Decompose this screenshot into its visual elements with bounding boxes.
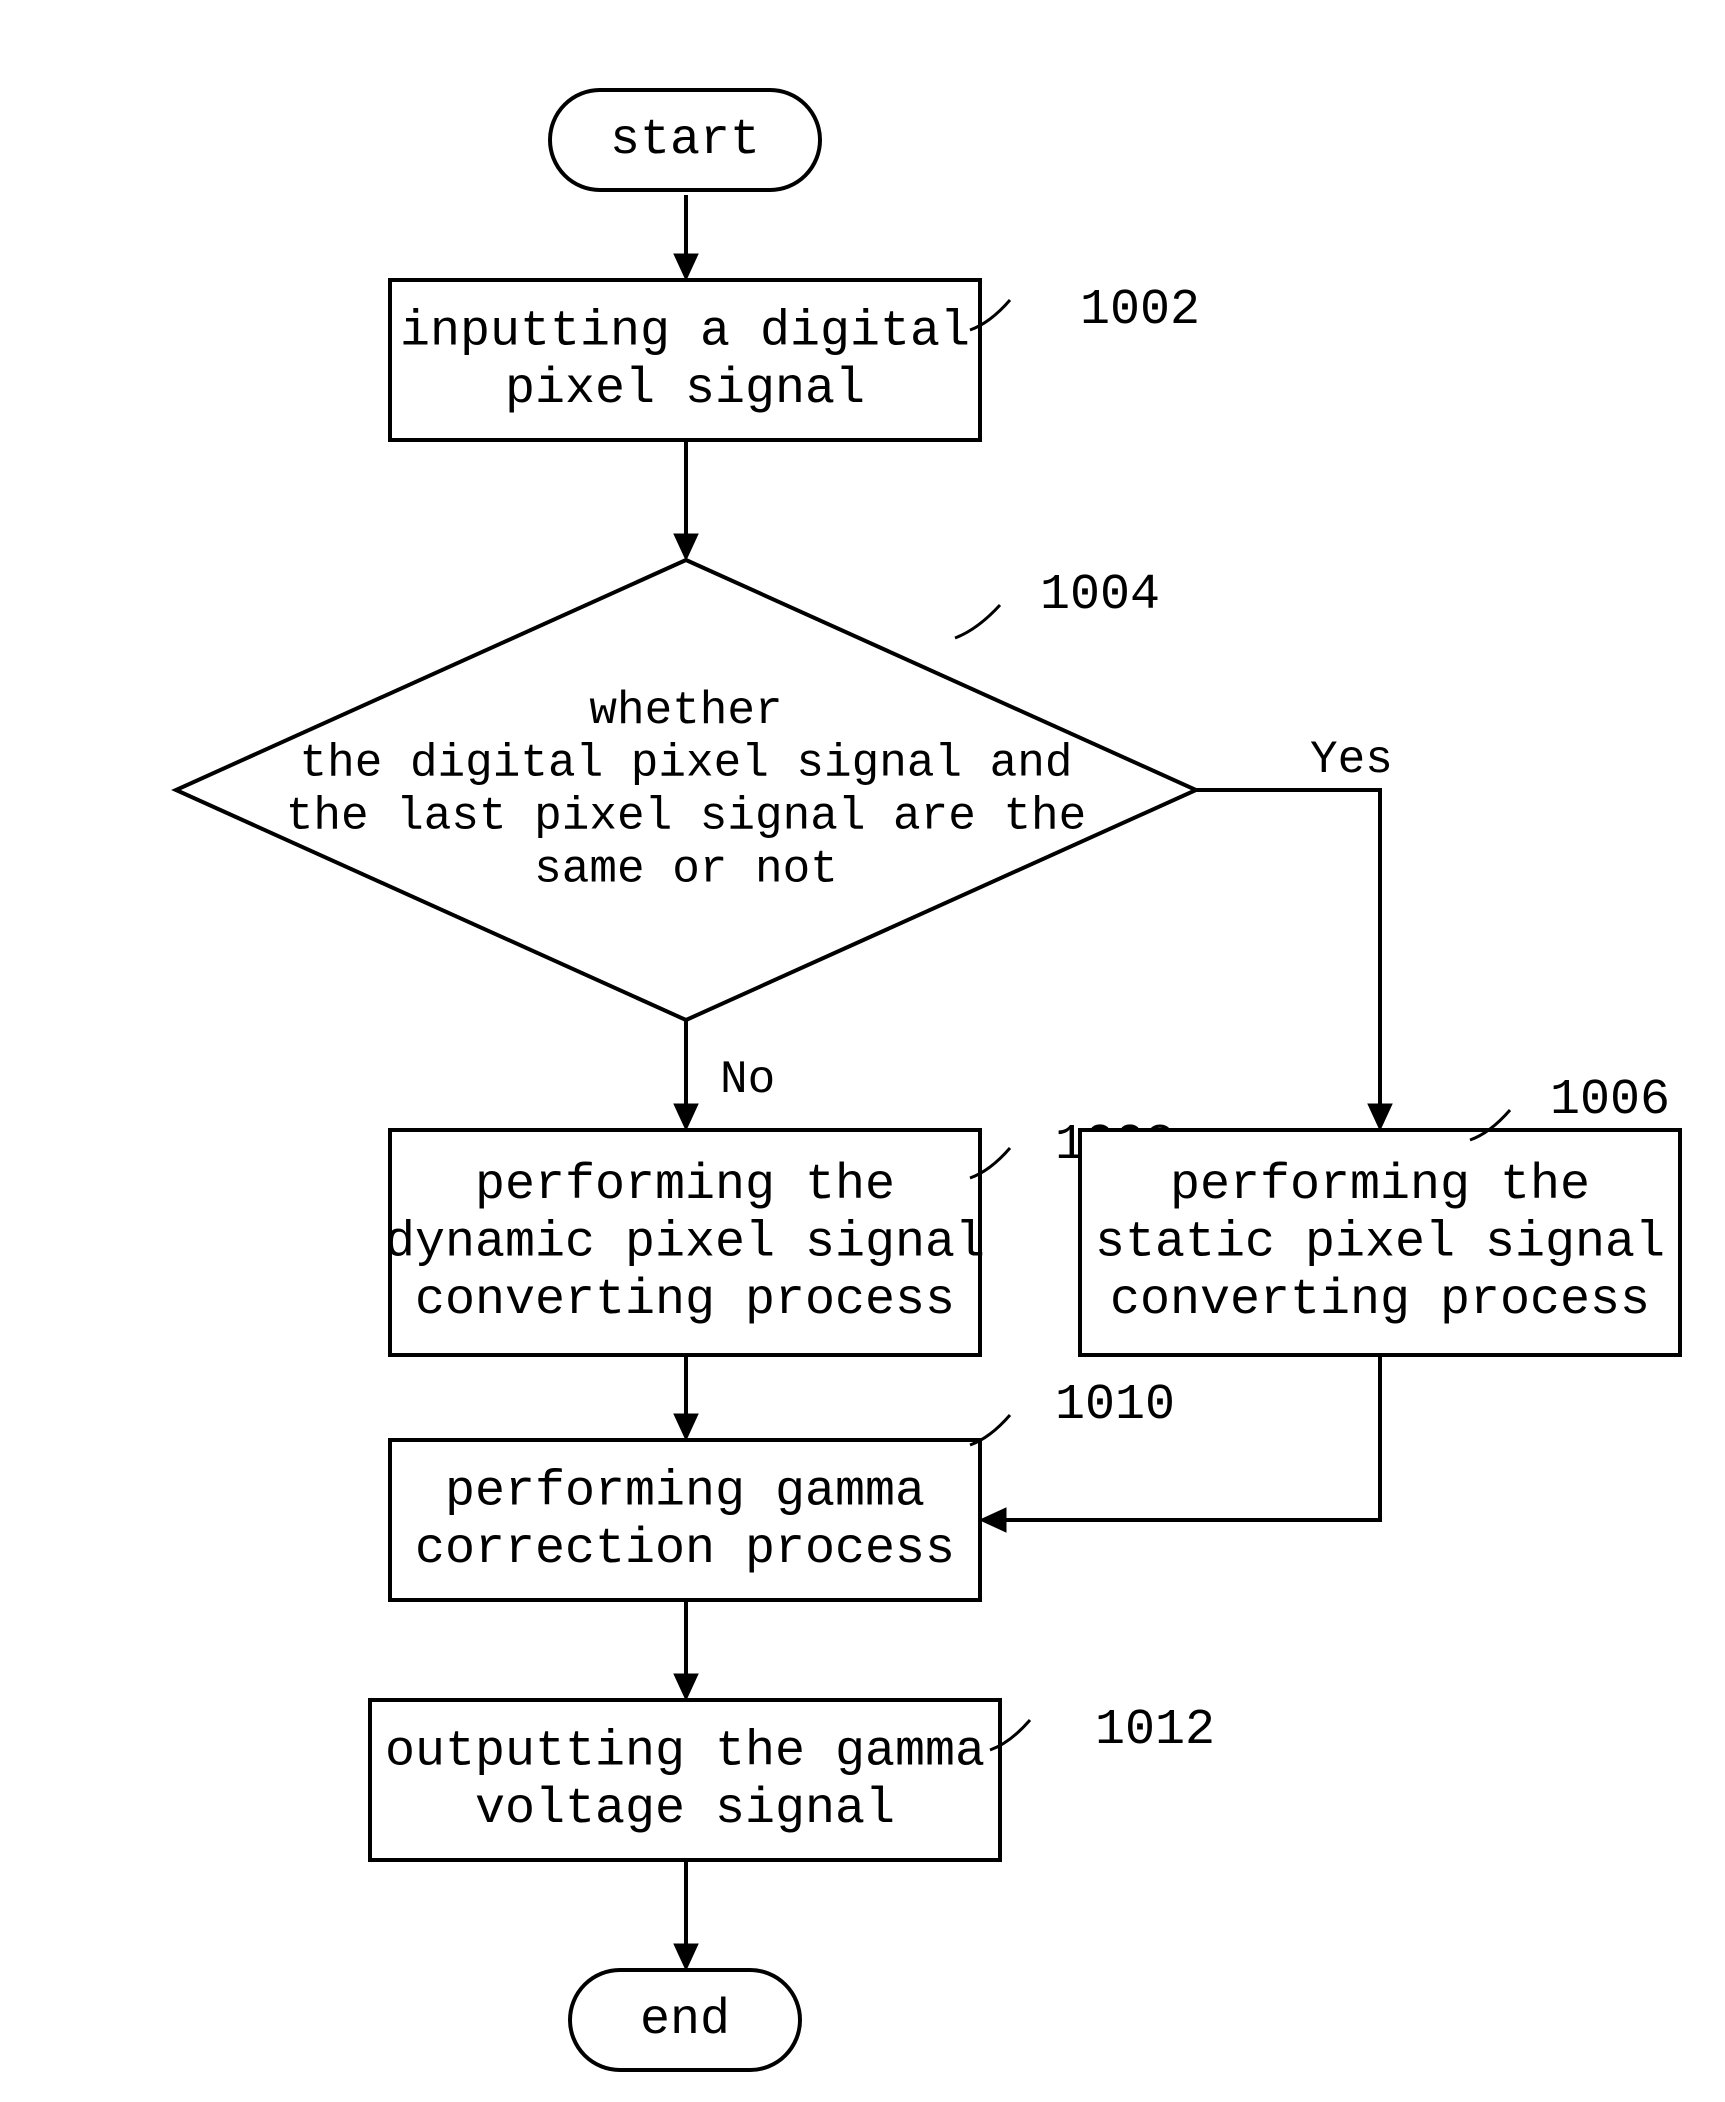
ref-label: 1006 — [1550, 1072, 1670, 1129]
ref-label: 1010 — [1055, 1377, 1175, 1434]
node-text: outputting the gamma — [385, 1723, 985, 1780]
node-text: performing gamma — [445, 1463, 925, 1520]
edge-label: Yes — [1310, 734, 1393, 786]
node-text: performing the — [475, 1157, 895, 1214]
node-text: converting process — [415, 1272, 955, 1329]
node-text: performing the — [1170, 1157, 1590, 1214]
node-text: converting process — [1110, 1272, 1650, 1329]
flowchart-canvas: No Yes start inputting a digitalpixel signa… — [0, 0, 1725, 2102]
node-text: correction process — [415, 1521, 955, 1578]
node-text: same or not — [534, 844, 838, 896]
terminator-label: start — [610, 112, 760, 169]
node-text: dynamic pixel signal — [385, 1215, 985, 1272]
node-text: static pixel signal — [1095, 1215, 1665, 1272]
node-text: inputting a digital — [400, 303, 970, 360]
ref-label: 1004 — [1040, 567, 1160, 624]
node-text: the last pixel signal are the — [286, 791, 1087, 843]
node-text: voltage signal — [475, 1781, 895, 1838]
ref-label: 1002 — [1080, 282, 1200, 339]
ref-label: 1012 — [1095, 1702, 1215, 1759]
node-text: the digital pixel signal and — [300, 738, 1073, 790]
node-text: whether — [589, 685, 782, 737]
edge-label: No — [720, 1054, 775, 1106]
node-text: pixel signal — [505, 361, 865, 418]
terminator-label: end — [640, 1992, 730, 2049]
